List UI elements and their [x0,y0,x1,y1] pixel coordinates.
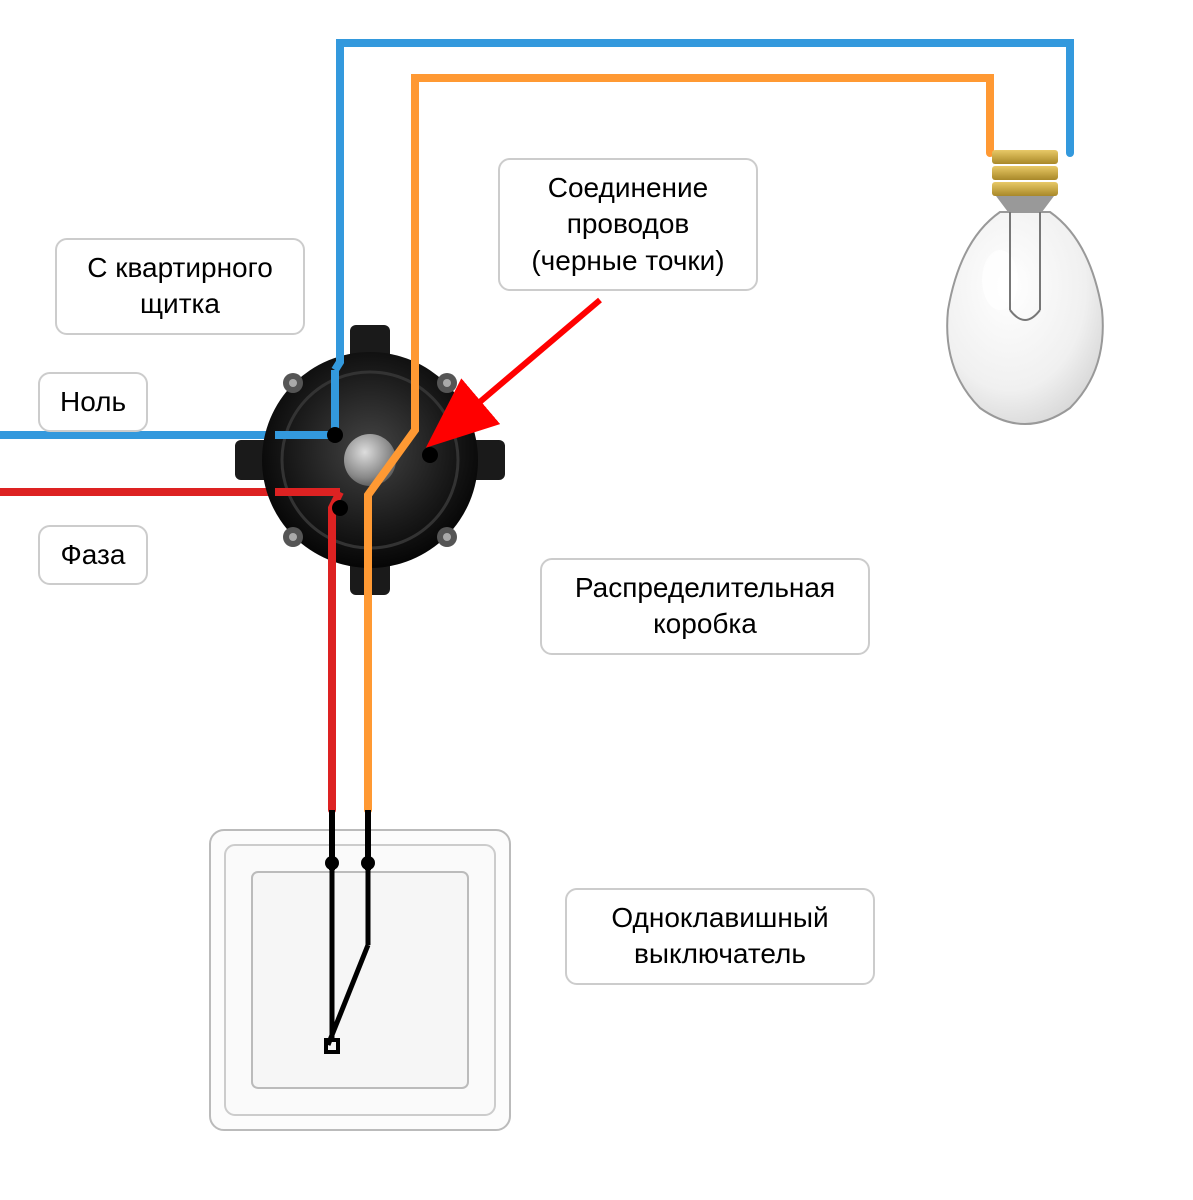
label-wire-connection: Соединение проводов (черные точки) [498,158,758,291]
label-text: Фаза [61,539,126,570]
single-key-switch [210,810,510,1130]
connection-dot [332,500,348,516]
light-bulb-icon [947,150,1103,424]
label-text: Распределительная коробка [575,572,835,639]
label-phase: Фаза [38,525,148,585]
label-neutral: Ноль [38,372,148,432]
pointer-arrow [435,300,600,440]
label-text: Соединение проводов (черные точки) [531,172,724,276]
connection-dot [422,447,438,463]
label-text: Одноклавишный выключатель [611,902,828,969]
label-from-panel: С квартирного щитка [55,238,305,335]
label-switch: Одноклавишный выключатель [565,888,875,985]
label-junction-box: Распределительная коробка [540,558,870,655]
label-text: С квартирного щитка [87,252,273,319]
wire-neutral-inner [335,335,340,370]
connection-dot [327,427,343,443]
label-text: Ноль [60,386,126,417]
